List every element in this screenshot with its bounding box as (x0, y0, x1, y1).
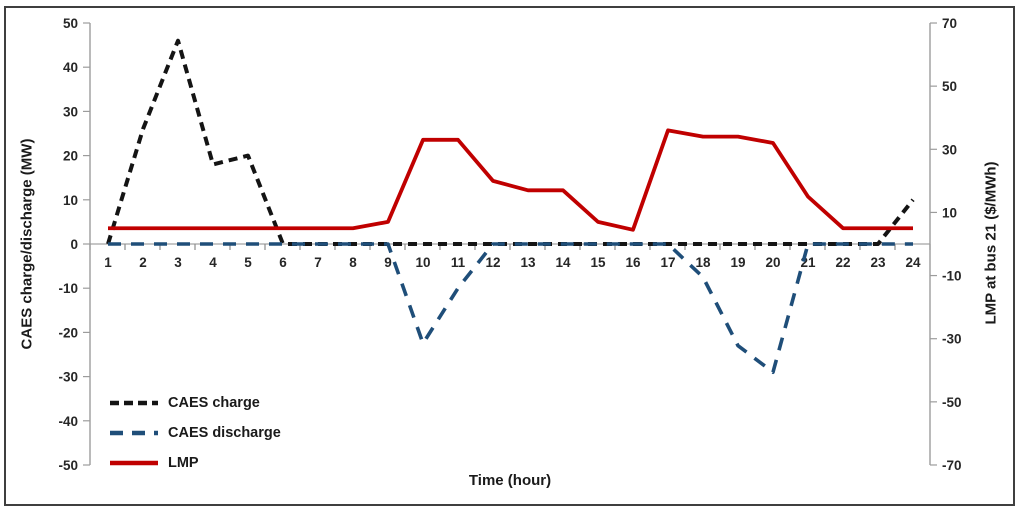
x-axis-title: Time (hour) (468, 472, 552, 489)
legend-item-caes-charge: CAES charge (110, 392, 281, 414)
x-axis-tick-label: 18 (695, 255, 711, 270)
right-axis-tick-label: 30 (942, 142, 957, 157)
figure-border (4, 6, 1015, 506)
x-axis-tick-label: 4 (209, 255, 217, 270)
x-axis-tick-label: 13 (520, 255, 536, 270)
x-axis-tick-label: 19 (730, 255, 745, 270)
x-axis-tick-label: 14 (555, 255, 571, 270)
right-axis-title: LMP at bus 21 ($/MWh) (982, 161, 1000, 325)
left-axis-tick-label: 0 (70, 237, 78, 252)
left-axis-tick-label: 10 (63, 193, 78, 208)
x-axis-tick-label: 5 (244, 255, 252, 270)
x-axis-tick-label: 12 (485, 255, 500, 270)
right-axis-tick-label: -30 (942, 332, 962, 347)
right-axis-tick-label: -10 (942, 269, 962, 284)
left-axis-tick-label: -20 (58, 325, 78, 340)
x-axis-tick-label: 8 (349, 255, 357, 270)
left-axis-tick-label: -50 (58, 458, 78, 473)
legend-label-caes-discharge: CAES discharge (168, 425, 281, 441)
x-axis-tick-label: 20 (765, 255, 780, 270)
left-axis-tick-label: 50 (63, 16, 78, 31)
left-axis-tick-label: 20 (63, 149, 78, 164)
x-axis-tick-label: 17 (660, 255, 675, 270)
right-axis-tick-label: 50 (942, 79, 957, 94)
series-lmp-line (108, 128, 913, 232)
x-axis-tick-label: 23 (870, 255, 886, 270)
x-axis-tick-label: 16 (625, 255, 641, 270)
legend: CAES charge CAES discharge LMP (110, 392, 281, 474)
x-axis-tick-label: 7 (314, 255, 322, 270)
legend-swatch-lmp (110, 460, 158, 466)
legend-swatch-caes-charge (110, 400, 158, 406)
legend-item-caes-discharge: CAES discharge (110, 422, 281, 444)
x-axis-tick-label: 9 (384, 255, 392, 270)
left-axis-title: CAES charge/discharge (MW) (18, 138, 36, 350)
series-caes-discharge-line (108, 242, 913, 374)
right-axis-tick-label: 10 (942, 205, 957, 220)
legend-label-caes-charge: CAES charge (168, 395, 260, 411)
x-axis-tick-label: 11 (451, 255, 466, 270)
legend-label-lmp: LMP (168, 455, 199, 471)
x-axis-tick-label: 3 (174, 255, 182, 270)
left-axis-tick-label: -30 (58, 370, 78, 385)
x-axis-tick-label: 22 (835, 255, 850, 270)
x-axis-tick-label: 10 (415, 255, 430, 270)
left-axis-tick-label: 30 (63, 104, 78, 119)
x-axis-tick-label: 24 (905, 255, 921, 270)
left-axis-tick-label: 40 (63, 60, 78, 75)
left-axis-tick-label: -40 (58, 414, 78, 429)
x-axis-tick-label: 1 (104, 255, 112, 270)
x-axis-tick-label: 6 (279, 255, 287, 270)
legend-item-lmp: LMP (110, 452, 281, 474)
x-axis-tick-label: 15 (590, 255, 606, 270)
left-axis-tick-label: -10 (58, 281, 78, 296)
right-axis-tick-label: 70 (942, 16, 957, 31)
x-axis-tick-label: 2 (139, 255, 147, 270)
legend-swatch-caes-discharge (110, 430, 158, 436)
series-caes-charge-line (106, 38, 915, 246)
right-axis-tick-label: -50 (942, 395, 962, 410)
right-axis-tick-label: -70 (942, 458, 962, 473)
